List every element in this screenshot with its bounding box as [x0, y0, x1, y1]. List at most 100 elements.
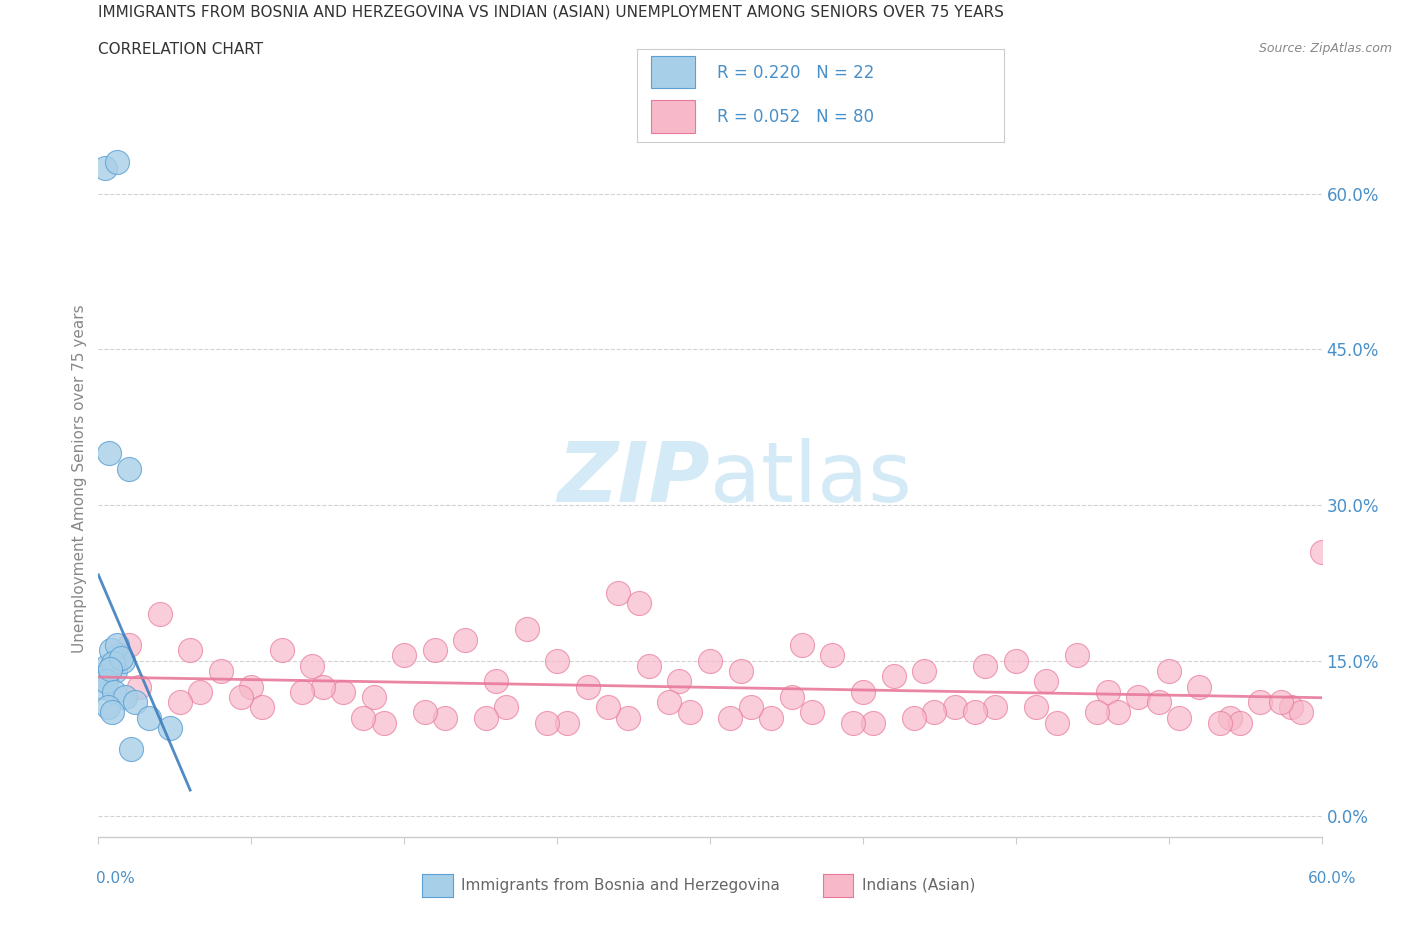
Point — [179, 643, 201, 658]
Point — [423, 643, 446, 658]
Text: IMMIGRANTS FROM BOSNIA AND HERZEGOVINA VS INDIAN (ASIAN) UNEMPLOYMENT AMONG SENI: IMMIGRANTS FROM BOSNIA AND HERZEGOVINA V… — [98, 5, 1004, 20]
Point — [124, 695, 146, 710]
Point — [332, 684, 354, 699]
Point — [1229, 715, 1251, 730]
Point — [1004, 653, 1026, 668]
Point — [627, 596, 650, 611]
Point — [104, 663, 127, 678]
Point — [546, 653, 568, 668]
Point — [373, 715, 395, 730]
Point — [943, 700, 966, 715]
Point — [759, 711, 782, 725]
Point — [1107, 705, 1129, 720]
Text: ZIP: ZIP — [557, 438, 710, 520]
Point — [1219, 711, 1241, 725]
Point — [1208, 715, 1232, 730]
Point — [159, 721, 181, 736]
Point — [730, 663, 752, 678]
Point — [801, 705, 824, 720]
Point — [1097, 684, 1119, 699]
Point — [576, 679, 599, 694]
Point — [250, 700, 273, 715]
Point — [363, 689, 385, 704]
Point — [149, 606, 172, 621]
Point — [555, 715, 579, 730]
Point — [974, 658, 997, 673]
FancyBboxPatch shape — [651, 56, 696, 88]
Point — [658, 695, 681, 710]
Point — [1188, 679, 1211, 694]
Point — [1270, 695, 1292, 710]
Point — [718, 711, 742, 725]
Text: Immigrants from Bosnia and Herzegovina: Immigrants from Bosnia and Herzegovina — [461, 878, 780, 893]
Point — [301, 658, 323, 673]
Point — [291, 684, 314, 699]
Point — [101, 656, 124, 671]
Point — [114, 689, 136, 704]
Point — [97, 445, 120, 460]
Y-axis label: Unemployment Among Seniors over 75 years: Unemployment Among Seniors over 75 years — [72, 305, 87, 653]
Point — [108, 648, 131, 663]
Point — [536, 715, 558, 730]
Point — [1167, 711, 1189, 725]
Point — [1085, 705, 1108, 720]
Text: 0.0%: 0.0% — [96, 871, 135, 886]
Point — [231, 689, 253, 704]
Point — [209, 663, 232, 678]
Point — [841, 715, 863, 730]
Text: R = 0.220   N = 22: R = 0.220 N = 22 — [717, 63, 875, 82]
Point — [94, 674, 117, 689]
Point — [413, 705, 436, 720]
Point — [607, 586, 630, 601]
Point — [270, 643, 294, 658]
Point — [637, 658, 661, 673]
Point — [596, 700, 619, 715]
Point — [922, 705, 945, 720]
Point — [138, 711, 160, 725]
Point — [454, 632, 477, 647]
Point — [1279, 700, 1302, 715]
Point — [103, 684, 125, 699]
Text: Source: ZipAtlas.com: Source: ZipAtlas.com — [1258, 42, 1392, 55]
Point — [93, 669, 115, 684]
Point — [790, 638, 813, 653]
Point — [111, 653, 134, 668]
Point — [780, 689, 803, 704]
Point — [105, 155, 128, 170]
Point — [105, 638, 128, 653]
Point — [352, 711, 374, 725]
Point — [1291, 705, 1313, 720]
Text: Indians (Asian): Indians (Asian) — [862, 878, 976, 893]
Point — [93, 160, 115, 175]
Point — [1249, 695, 1271, 710]
Point — [433, 711, 456, 725]
Point — [96, 658, 118, 673]
Point — [118, 461, 141, 476]
Point — [98, 661, 121, 676]
Point — [740, 700, 762, 715]
Point — [1147, 695, 1170, 710]
Point — [965, 705, 987, 720]
Point — [1128, 689, 1150, 704]
Point — [312, 679, 335, 694]
Point — [474, 711, 498, 725]
Point — [1066, 648, 1088, 663]
Point — [516, 622, 538, 637]
Point — [110, 651, 132, 666]
Point — [1035, 674, 1057, 689]
Point — [1310, 544, 1333, 559]
Point — [485, 674, 508, 689]
Point — [862, 715, 884, 730]
Point — [903, 711, 925, 725]
Point — [118, 638, 141, 653]
Text: atlas: atlas — [710, 438, 911, 520]
Point — [1157, 663, 1180, 678]
Point — [100, 705, 122, 720]
Text: 60.0%: 60.0% — [1309, 871, 1357, 886]
Point — [617, 711, 640, 725]
Point — [699, 653, 721, 668]
Text: CORRELATION CHART: CORRELATION CHART — [98, 42, 263, 57]
Point — [120, 741, 142, 756]
Point — [188, 684, 212, 699]
Point — [1045, 715, 1069, 730]
